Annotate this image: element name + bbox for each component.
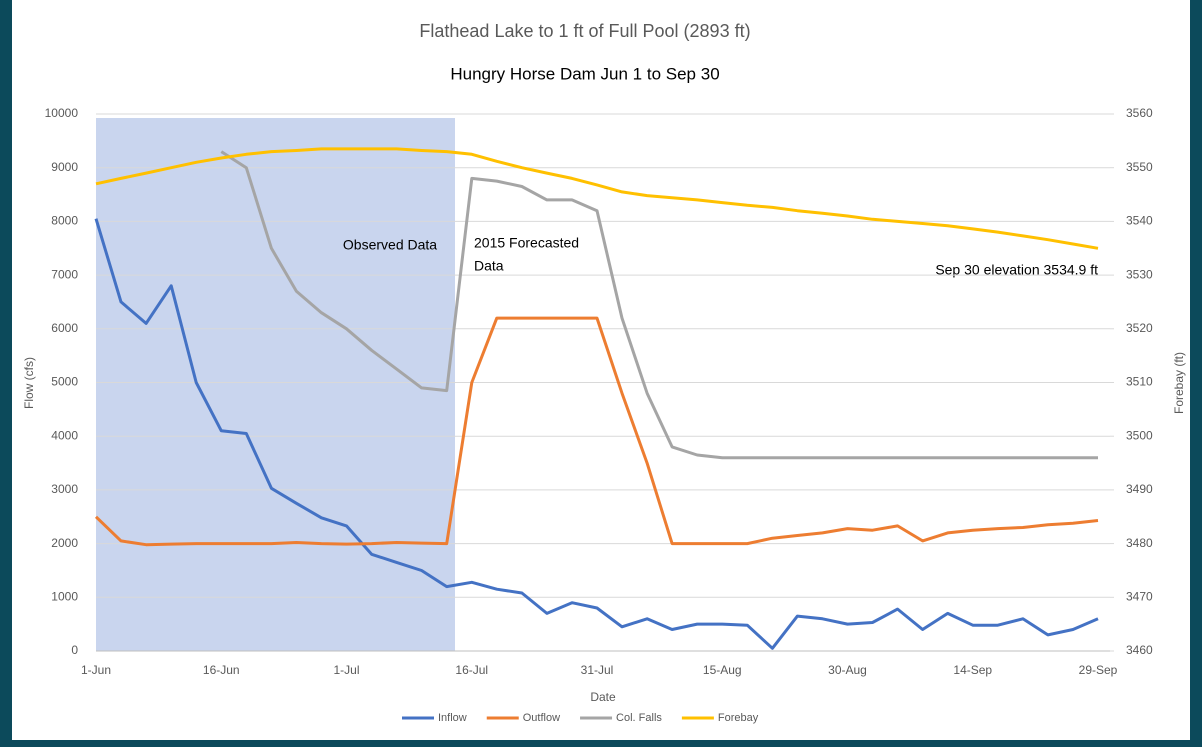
- y-tick-label: 8000: [51, 214, 78, 228]
- chart-title: Flathead Lake to 1 ft of Full Pool (2893…: [419, 21, 750, 41]
- y2-tick-label: 3550: [1126, 160, 1153, 174]
- y-tick-label: 4000: [51, 428, 78, 442]
- legend-label: Col. Falls: [616, 712, 662, 724]
- y2-axis-label: Forebay (ft): [1172, 352, 1186, 414]
- annotation: Observed Data: [343, 237, 437, 253]
- series-line: [220, 150, 1098, 460]
- y-tick-label: 6000: [51, 321, 78, 335]
- y2-tick-label: 3480: [1126, 536, 1153, 550]
- y-tick-label: 1000: [51, 589, 78, 603]
- x-tick-label: 1-Jul: [333, 663, 359, 677]
- y-axis-label: Flow (cfs): [22, 357, 36, 409]
- y2-tick-label: 3520: [1126, 321, 1153, 335]
- x-tick-label: 30-Aug: [828, 663, 867, 677]
- x-tick-label: 1-Jun: [81, 663, 111, 677]
- plot-lines: [94, 147, 1099, 650]
- annotation: Sep 30 elevation 3534.9 ft: [935, 262, 1098, 278]
- y-tick-label: 0: [71, 643, 78, 657]
- y2-tick-label: 3560: [1126, 106, 1153, 120]
- series-line: [94, 218, 1099, 650]
- legend-label: Forebay: [718, 712, 759, 724]
- x-tick-label: 16-Jun: [203, 663, 240, 677]
- legend-label: Outflow: [523, 712, 560, 724]
- y2-tick-label: 3490: [1126, 482, 1153, 496]
- series-line: [94, 316, 1099, 547]
- y2-tick-label: 3530: [1126, 267, 1153, 281]
- x-tick-label: 15-Aug: [703, 663, 742, 677]
- y2-tick-label: 3500: [1126, 428, 1153, 442]
- y-tick-label: 10000: [45, 106, 79, 120]
- legend-label: Inflow: [438, 712, 467, 724]
- y2-tick-label: 3510: [1126, 375, 1153, 389]
- y2-tick-label: 3460: [1126, 643, 1153, 657]
- y-tick-label: 2000: [51, 536, 78, 550]
- observed-region: [96, 118, 455, 651]
- x-tick-label: 16-Jul: [455, 663, 488, 677]
- y2-tick-label: 3470: [1126, 589, 1153, 603]
- x-tick-label: 14-Sep: [953, 663, 992, 677]
- series-line: [95, 147, 1099, 250]
- annotation: Data: [474, 258, 504, 274]
- y-tick-label: 3000: [51, 482, 78, 496]
- y-tick-label: 7000: [51, 267, 78, 281]
- chart-subtitle: Hungry Horse Dam Jun 1 to Sep 30: [450, 64, 719, 83]
- x-tick-label: 29-Sep: [1079, 663, 1118, 677]
- x-axis-label: Date: [590, 690, 616, 704]
- annotation: 2015 Forecasted: [474, 235, 579, 251]
- y-tick-label: 9000: [51, 160, 78, 174]
- y-tick-label: 5000: [51, 375, 78, 389]
- x-tick-label: 31-Jul: [581, 663, 614, 677]
- y2-tick-label: 3540: [1126, 214, 1153, 228]
